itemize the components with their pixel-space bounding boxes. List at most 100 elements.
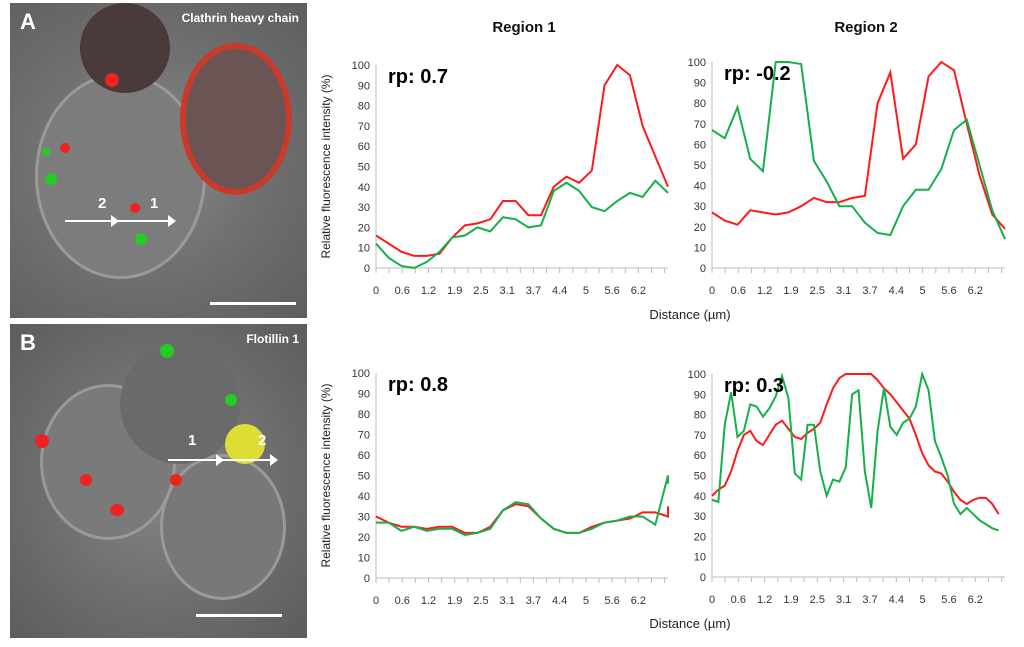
x-tick-label: 3.7 [526,285,541,297]
y-axis-label: Relative fluorescence intensity (%) [319,74,333,258]
scale-bar [210,302,296,305]
yellow-puncta [225,424,265,464]
x-tick-label: 3.7 [862,285,877,297]
y-tick-label: 40 [694,181,706,193]
x-tick-label: 0.6 [395,285,410,297]
x-tick-label: 2.5 [473,595,488,607]
y-tick-label: 10 [358,553,370,565]
y-tick-label: 0 [364,573,370,585]
green-puncta [225,394,237,406]
x-tick-label: 2.5 [810,594,825,606]
x-tick-label: 3.7 [526,595,541,607]
x-tick-label: 1.9 [783,285,798,297]
x-tick-label: 0 [373,285,379,297]
y-tick-label: 60 [358,450,370,462]
x-tick-label: 2.5 [810,285,825,297]
red-puncta [60,143,70,153]
x-tick-label: 1.9 [447,595,462,607]
x-tick-label: 5.6 [941,594,956,606]
x-tick-label: 0 [709,594,715,606]
x-tick-label: 2.5 [473,285,488,297]
x-tick-label: 4.4 [889,285,904,297]
line-profile-arrow-region1 [168,454,224,466]
column-title-region-1: Region 1 [492,19,555,36]
x-tick-label: 4.4 [552,595,567,607]
y-tick-label: 20 [358,222,370,234]
line-profile-arrow-region1 [118,215,176,227]
y-tick-label: 40 [358,491,370,503]
x-tick-label: 0.6 [731,594,746,606]
pearson-coefficient-label: rp: 0.7 [388,66,448,88]
micrograph-a: A Clathrin heavy chain 2 1 [10,3,307,318]
line-profile-arrow-region2 [222,454,278,466]
x-tick-label: 0 [709,285,715,297]
x-tick-label: 5.6 [604,595,619,607]
y-tick-label: 40 [358,182,370,194]
y-tick-label: 70 [694,430,706,442]
x-tick-label: 3.7 [862,594,877,606]
x-tick-label: 3.1 [836,285,851,297]
line-profile-arrow-region2 [65,215,119,227]
arrow-label: 1 [188,432,197,449]
x-tick-label: 0 [373,595,379,607]
y-tick-label: 50 [694,471,706,483]
series-line-green [711,370,999,532]
x-tick-label: 6.2 [968,594,983,606]
y-tick-label: 70 [358,121,370,133]
x-axis-label: Distance (µm) [649,307,730,322]
arrow-label: 2 [98,195,107,212]
pearson-coefficient-label: rp: 0.3 [724,375,784,397]
red-puncta [130,203,140,213]
y-tick-label: 30 [694,201,706,213]
y-tick-label: 80 [694,98,706,110]
series-line-red [711,60,1006,230]
red-puncta [105,73,119,87]
green-puncta [42,148,50,156]
series-line-green [376,475,669,536]
y-tick-label: 80 [358,101,370,113]
marker-title-b: Flotillin 1 [246,332,299,346]
pearson-coefficient-label: rp: 0.8 [388,374,448,396]
y-tick-label: 0 [700,263,706,275]
series-line-green [711,61,1006,240]
y-tick-label: 60 [694,139,706,151]
y-tick-label: 90 [694,389,706,401]
y-tick-label: 60 [694,450,706,462]
x-tick-label: 6.2 [631,595,646,607]
y-tick-label: 90 [358,389,370,401]
column-title-region-2: Region 2 [834,19,897,36]
micrograph-b: B Flotillin 1 1 2 [10,324,307,638]
panel-label-a: A [20,9,36,34]
y-tick-label: 60 [358,141,370,153]
y-tick-label: 50 [358,162,370,174]
y-tick-label: 90 [694,78,706,90]
y-tick-label: 70 [694,119,706,131]
panel-label-b: B [20,330,36,355]
green-puncta [160,344,174,358]
x-tick-label: 4.4 [889,594,904,606]
x-tick-label: 3.1 [500,285,515,297]
y-tick-label: 30 [358,202,370,214]
series-line-red [375,63,669,257]
arrow-label: 2 [258,432,267,449]
x-tick-label: 5 [583,595,589,607]
x-tick-label: 1.2 [757,594,772,606]
y-tick-label: 10 [694,242,706,254]
green-puncta [135,233,147,245]
y-tick-label: 40 [694,491,706,503]
y-axis-label: Relative fluorescence intensity (%) [319,383,333,567]
cell-shape [35,73,206,279]
series-line-red [375,503,669,534]
y-tick-label: 30 [358,512,370,524]
x-tick-label: 1.2 [421,285,436,297]
scale-bar [196,614,282,617]
red-puncta [80,474,92,486]
x-tick-label: 0.6 [731,285,746,297]
y-tick-label: 80 [694,410,706,422]
x-tick-label: 0.6 [395,595,410,607]
x-axis-label: Distance (µm) [649,616,730,631]
x-tick-label: 1.2 [757,285,772,297]
red-puncta [110,504,124,516]
y-tick-label: 100 [688,57,706,69]
